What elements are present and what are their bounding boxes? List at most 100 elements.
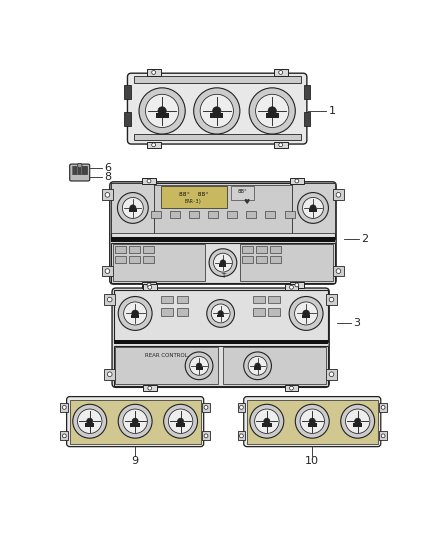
Circle shape: [204, 434, 208, 438]
Bar: [231, 187, 254, 200]
Bar: [155, 113, 169, 118]
Text: 2: 2: [361, 234, 369, 244]
Bar: [237, 403, 245, 412]
Bar: [270, 256, 281, 263]
Bar: [124, 112, 131, 126]
Bar: [176, 423, 185, 426]
Circle shape: [303, 310, 310, 317]
Bar: [307, 423, 317, 426]
Bar: [143, 284, 157, 290]
Circle shape: [147, 283, 151, 287]
Circle shape: [279, 70, 283, 75]
Bar: [161, 308, 173, 316]
Bar: [102, 189, 113, 200]
Bar: [274, 69, 288, 76]
Bar: [113, 289, 328, 342]
Circle shape: [381, 406, 385, 409]
Text: 10: 10: [305, 456, 319, 465]
Circle shape: [168, 409, 193, 433]
Bar: [268, 296, 280, 303]
FancyBboxPatch shape: [112, 288, 329, 387]
Bar: [304, 112, 310, 126]
Bar: [134, 76, 301, 83]
Bar: [177, 308, 188, 316]
Circle shape: [209, 249, 237, 277]
Circle shape: [152, 70, 155, 75]
FancyBboxPatch shape: [70, 164, 90, 181]
Circle shape: [381, 434, 385, 438]
Text: 88°: 88°: [237, 189, 247, 195]
Circle shape: [152, 143, 155, 147]
Bar: [113, 341, 328, 344]
Circle shape: [295, 302, 318, 325]
Bar: [256, 256, 267, 263]
Bar: [285, 284, 298, 290]
Circle shape: [118, 405, 152, 438]
Bar: [202, 403, 210, 412]
Bar: [143, 246, 154, 253]
Text: 6: 6: [104, 163, 111, 173]
Bar: [242, 256, 253, 263]
Circle shape: [346, 409, 370, 433]
Circle shape: [107, 372, 112, 377]
Bar: [290, 282, 304, 288]
Circle shape: [212, 107, 221, 115]
Bar: [115, 246, 126, 253]
Circle shape: [268, 107, 276, 115]
Circle shape: [200, 94, 233, 127]
Circle shape: [329, 297, 334, 302]
Bar: [129, 246, 140, 253]
Circle shape: [87, 418, 93, 424]
FancyBboxPatch shape: [127, 73, 307, 144]
Bar: [210, 113, 223, 118]
Bar: [285, 211, 294, 218]
Bar: [115, 348, 218, 384]
Circle shape: [211, 304, 230, 323]
Circle shape: [105, 269, 110, 273]
Bar: [379, 431, 387, 440]
Circle shape: [78, 409, 102, 433]
Circle shape: [255, 363, 260, 369]
Bar: [219, 264, 226, 266]
Bar: [151, 211, 161, 218]
Circle shape: [240, 434, 244, 438]
Bar: [142, 178, 156, 184]
Bar: [60, 403, 68, 412]
Text: REAR CONTROL: REAR CONTROL: [145, 352, 188, 358]
Bar: [266, 113, 279, 118]
Bar: [111, 237, 335, 242]
Circle shape: [73, 405, 107, 438]
Text: ♥: ♥: [243, 199, 249, 205]
Bar: [208, 211, 218, 218]
Circle shape: [279, 143, 283, 147]
Circle shape: [289, 296, 323, 330]
Circle shape: [132, 310, 138, 317]
Circle shape: [147, 179, 151, 183]
Bar: [72, 166, 88, 174]
Bar: [189, 211, 199, 218]
Bar: [111, 183, 154, 232]
Circle shape: [207, 300, 234, 327]
Text: 9: 9: [131, 456, 139, 465]
Circle shape: [62, 434, 66, 438]
Circle shape: [130, 205, 136, 211]
Circle shape: [336, 269, 341, 273]
Bar: [253, 308, 265, 316]
Circle shape: [105, 192, 110, 197]
Bar: [142, 282, 156, 288]
Circle shape: [78, 163, 82, 168]
Circle shape: [290, 285, 293, 289]
FancyBboxPatch shape: [244, 397, 381, 447]
Bar: [129, 256, 140, 263]
Bar: [326, 369, 337, 379]
Bar: [304, 85, 310, 99]
Circle shape: [256, 94, 289, 127]
Bar: [177, 296, 188, 303]
Circle shape: [204, 406, 208, 409]
Circle shape: [300, 409, 325, 433]
Bar: [161, 296, 173, 303]
Circle shape: [298, 192, 328, 223]
Bar: [237, 431, 245, 440]
Text: 1: 1: [328, 106, 336, 116]
Circle shape: [118, 296, 152, 330]
